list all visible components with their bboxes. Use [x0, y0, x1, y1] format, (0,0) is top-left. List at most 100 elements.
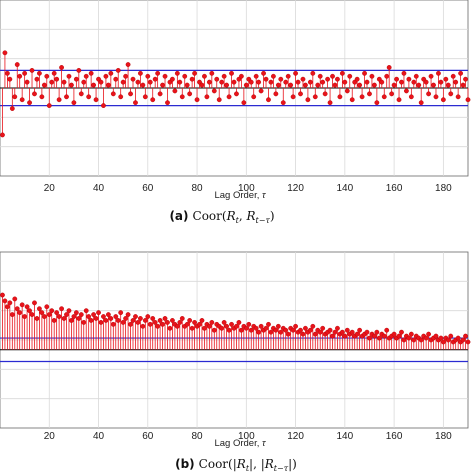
stem-marker [283, 79, 289, 85]
x-tick-label: 60 [142, 183, 154, 194]
stem-marker [162, 316, 168, 321]
x-tick-label: 40 [93, 431, 105, 442]
stem-marker [150, 97, 156, 103]
stem-marker [140, 82, 146, 88]
stem-marker [305, 97, 311, 103]
stem-marker [298, 327, 303, 333]
stem-marker [381, 94, 387, 100]
panel-a-stems [0, 50, 471, 138]
stem-marker [59, 65, 64, 70]
stem-marker [226, 94, 232, 100]
stem-marker [384, 327, 390, 333]
stem-marker [221, 73, 227, 79]
stem-marker [327, 327, 333, 333]
x-tick-label: 140 [336, 431, 353, 442]
x-tick-label: 100 [238, 183, 255, 194]
stem-marker [445, 82, 451, 88]
stem-marker [64, 94, 69, 100]
stem-marker [307, 79, 313, 85]
stem-marker [120, 79, 126, 85]
stem-marker [303, 82, 308, 88]
stem-marker [206, 79, 212, 85]
x-tick-label: 160 [386, 431, 403, 442]
stem-marker [357, 82, 363, 88]
stem-marker [66, 308, 72, 314]
stem-marker [364, 79, 370, 85]
stem-marker [418, 100, 424, 106]
stem-marker [101, 103, 106, 109]
stem-marker [29, 68, 35, 73]
stem-marker [202, 73, 207, 79]
stem-marker [224, 82, 230, 88]
stem-marker [443, 76, 449, 82]
stem-marker [404, 88, 409, 94]
stem-marker [381, 333, 387, 339]
stem-marker [354, 76, 360, 82]
stem-marker [238, 73, 244, 79]
stem-marker [32, 91, 37, 97]
stem-marker [229, 70, 234, 76]
stem-marker [189, 76, 195, 82]
stem-marker [204, 94, 210, 100]
stem-marker [56, 314, 62, 319]
stem-marker [155, 323, 161, 329]
stem-marker [145, 314, 151, 319]
stem-marker [91, 312, 97, 317]
stem-marker [170, 318, 175, 323]
stem-marker [295, 79, 301, 85]
stem-marker [105, 312, 111, 317]
stem-marker [448, 91, 454, 97]
stem-marker [320, 325, 326, 331]
stem-marker [243, 325, 249, 331]
stem-marker [133, 100, 138, 106]
stem-marker [172, 88, 178, 94]
stem-marker [342, 333, 348, 339]
stem-marker [130, 76, 136, 82]
stem-marker [115, 68, 121, 73]
stem-marker [399, 329, 404, 335]
stem-marker [303, 325, 308, 331]
stem-marker [371, 82, 377, 88]
stem-marker [64, 312, 69, 317]
x-tick-label: 60 [142, 431, 154, 442]
stem-marker [219, 79, 225, 85]
stem-marker [463, 76, 468, 82]
stem-marker [71, 100, 77, 106]
stem-marker [51, 318, 57, 323]
stem-marker [39, 94, 45, 100]
stem-marker [41, 314, 47, 319]
stem-marker [56, 97, 62, 103]
stem-marker [246, 321, 252, 327]
stem-marker [192, 70, 197, 76]
stem-marker [69, 318, 74, 323]
stem-marker [231, 79, 237, 85]
stem-marker [157, 91, 163, 97]
stem-marker [4, 70, 10, 76]
stem-marker [73, 310, 79, 316]
stem-marker [61, 316, 67, 321]
stem-marker [448, 333, 454, 339]
stem-marker [51, 70, 57, 76]
stem-marker [71, 314, 77, 319]
stem-marker [46, 312, 52, 317]
stem-marker [177, 319, 183, 325]
stem-marker [105, 82, 111, 88]
stem-marker [344, 88, 350, 94]
stem-marker [342, 79, 348, 85]
stem-marker [248, 327, 254, 333]
stem-marker [150, 316, 156, 321]
stem-marker [458, 70, 464, 76]
stem-marker [418, 337, 424, 343]
stem-marker [39, 310, 45, 316]
stem-marker [317, 73, 323, 79]
stem-marker [263, 76, 269, 82]
stem-marker [310, 323, 316, 329]
stem-marker [371, 333, 377, 339]
stem-marker [128, 91, 133, 97]
stem-marker [123, 73, 129, 79]
stem-marker [167, 325, 173, 331]
stem-marker [103, 318, 109, 323]
x-tick-label: 160 [386, 183, 403, 194]
stem-marker [283, 327, 289, 333]
